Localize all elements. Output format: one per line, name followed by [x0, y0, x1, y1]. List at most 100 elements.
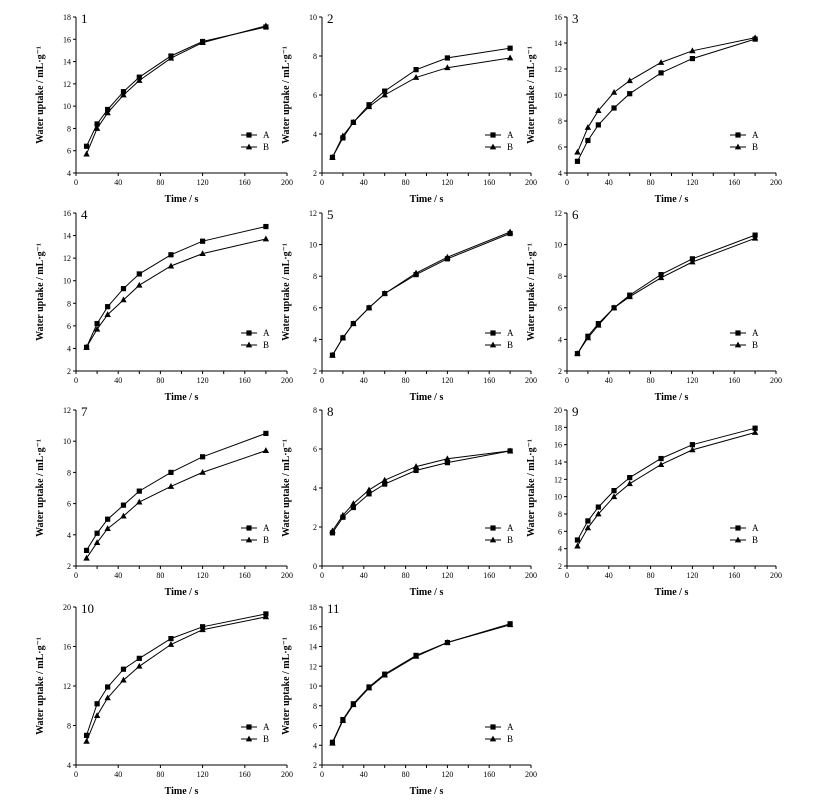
y-axis-label: Water uptake / mL·g⁻¹: [526, 439, 537, 537]
series-B-point: [199, 469, 206, 475]
series-B-point: [657, 59, 665, 65]
series-A-point: [382, 88, 388, 94]
series-A-point: [444, 460, 450, 466]
series-B-point: [595, 321, 602, 328]
series-A-line: [331, 450, 511, 534]
x-tick-label: 0: [320, 571, 324, 580]
series-B-point: [444, 64, 451, 71]
series-B-point: [584, 334, 592, 341]
x-tick-label: 80: [156, 178, 164, 187]
y-tick-label: 16: [63, 35, 71, 44]
x-tick-label: 40: [360, 770, 368, 779]
x-tick-label: 0: [74, 376, 78, 385]
series-B-point: [262, 447, 270, 453]
legend-marker: [735, 330, 741, 336]
x-axis-label: Time / s: [165, 392, 199, 403]
legend-label: A: [507, 722, 514, 732]
series-B-point: [381, 91, 388, 98]
series-A-line: [86, 613, 266, 736]
x-tick-label: 40: [360, 571, 368, 580]
legend-label: A: [263, 130, 270, 140]
series-A-point: [595, 504, 601, 510]
series-A-point: [507, 45, 513, 51]
series-A-line: [577, 427, 756, 541]
x-axis-label: Time / s: [165, 786, 199, 797]
y-tick-label: 4: [313, 484, 317, 493]
x-tick-label: 200: [281, 376, 293, 385]
y-tick-label: 16: [63, 643, 71, 652]
y-tick-label: 2: [313, 169, 317, 178]
y-tick-label: 0: [313, 562, 317, 571]
series-A-point: [627, 475, 633, 481]
series-A-point: [136, 271, 142, 277]
y-tick-label: 8: [67, 124, 71, 133]
y-tick-label: 2: [558, 562, 562, 571]
x-tick-label: 80: [156, 571, 164, 580]
series-B-point: [595, 107, 602, 113]
legend-label: B: [752, 340, 758, 350]
y-tick-label: 10: [554, 241, 562, 250]
series-B-point: [120, 676, 127, 683]
x-tick-label: 0: [74, 178, 78, 187]
x-axis-label: Time / s: [165, 587, 199, 598]
series-B-point: [199, 250, 206, 257]
series-B-point: [136, 662, 143, 669]
series-B-point: [689, 47, 696, 54]
x-axis-label: Time / s: [410, 392, 444, 403]
series-B-point: [120, 512, 127, 519]
panel-5: 0 40 80 120 160 200 2 4 6 8 10 12 5 Time / s Water upt…: [281, 207, 537, 403]
series-B-point: [329, 154, 336, 160]
series-B-point: [339, 334, 347, 341]
series-B-point: [262, 22, 270, 29]
y-tick-label: 8: [67, 299, 71, 308]
y-axis-label: Water uptake / mL·g⁻¹: [281, 243, 292, 341]
series-A-point: [105, 516, 111, 522]
series-B-point: [626, 480, 633, 487]
y-tick-label: 12: [63, 254, 71, 263]
x-tick-label: 80: [402, 376, 410, 385]
x-tick-label: 0: [74, 770, 78, 779]
panel-4: 0 40 80 120 160 200 2 4 6 8 10 12 14 16 4 Time / s Water…: [35, 207, 293, 403]
legend-marker: [245, 143, 253, 150]
y-tick-label: 14: [554, 458, 562, 467]
y-tick-label: 12: [554, 475, 562, 484]
y-tick-label: 4: [558, 545, 562, 554]
series-A-line: [331, 623, 511, 743]
x-tick-label: 80: [402, 178, 410, 187]
legend-label: B: [752, 535, 758, 545]
series-A-point: [595, 122, 601, 128]
x-tick-label: 200: [525, 770, 537, 779]
y-tick-label: 18: [554, 423, 562, 432]
series-A-point: [120, 502, 127, 508]
y-tick-label: 2: [313, 761, 317, 770]
y-tick-label: 16: [554, 13, 562, 22]
x-tick-label: 160: [483, 770, 495, 779]
series-A-point: [752, 425, 758, 431]
y-axis-label: Water uptake / mL·g⁻¹: [35, 243, 46, 341]
x-tick-label: 200: [525, 376, 537, 385]
x-tick-label: 160: [239, 770, 251, 779]
y-axis-label: Water uptake / mL·g⁻¹: [35, 439, 46, 537]
x-tick-label: 120: [686, 376, 698, 385]
series-A-point: [136, 655, 142, 661]
series-B-point: [83, 343, 90, 350]
legend-label: A: [507, 523, 514, 533]
series-B-point: [506, 621, 514, 628]
series-B-line: [86, 616, 266, 742]
y-tick-label: 14: [63, 58, 71, 67]
series-A-point: [382, 481, 388, 487]
y-tick-label: 8: [313, 702, 317, 711]
legend-marker: [489, 536, 497, 543]
legend-marker: [735, 525, 741, 531]
y-tick-label: 12: [554, 209, 562, 218]
x-tick-label: 40: [114, 571, 122, 580]
x-tick-label: 0: [320, 178, 324, 187]
legend-label: B: [507, 734, 513, 744]
legend-label: B: [263, 734, 269, 744]
panel-number: 1: [81, 11, 88, 26]
y-tick-label: 2: [313, 523, 317, 532]
x-tick-label: 200: [281, 178, 293, 187]
legend-label: B: [263, 340, 269, 350]
x-axis-label: Time / s: [165, 194, 199, 205]
series-A-point: [689, 442, 695, 448]
